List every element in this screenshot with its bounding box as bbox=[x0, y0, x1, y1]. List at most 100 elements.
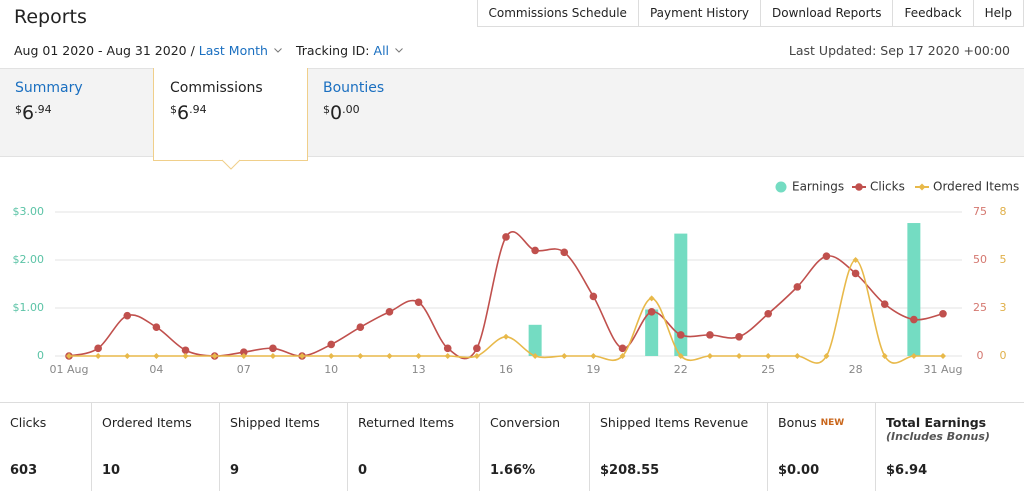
stat: Shipped Items Revenue $208.55 bbox=[590, 403, 768, 491]
chevron bbox=[395, 48, 403, 53]
point bbox=[474, 353, 480, 359]
point bbox=[357, 353, 363, 359]
filter-row: Aug 01 2020 - Aug 31 2020 / Last Month T… bbox=[14, 43, 417, 58]
point bbox=[677, 331, 685, 339]
nav-button[interactable]: Help bbox=[973, 0, 1024, 27]
y-tick-label: 25 bbox=[973, 301, 987, 314]
point bbox=[940, 353, 946, 359]
legend-label: Ordered Items bbox=[933, 180, 1019, 194]
point bbox=[590, 353, 596, 359]
point bbox=[94, 345, 102, 353]
point bbox=[852, 270, 860, 278]
x-tick-label: 01 Aug bbox=[50, 363, 89, 376]
stat-label: Conversion bbox=[490, 415, 560, 430]
stat-value: 1.66% bbox=[490, 463, 535, 478]
nav-button[interactable]: Payment History bbox=[638, 0, 761, 27]
nav-button[interactable]: Commissions Schedule bbox=[477, 0, 639, 27]
amount-whole: 6 bbox=[177, 102, 189, 124]
tab-label: Summary bbox=[15, 80, 83, 96]
point bbox=[416, 353, 422, 359]
point bbox=[328, 353, 334, 359]
x-tick-label: 25 bbox=[761, 363, 775, 376]
y-tick-label: 3 bbox=[1000, 301, 1007, 314]
point bbox=[910, 316, 918, 324]
currency: $ bbox=[15, 103, 22, 116]
tab-amount: $6.94 bbox=[170, 102, 263, 124]
point bbox=[386, 353, 392, 359]
point bbox=[153, 353, 159, 359]
stat: Total Earnings(Includes Bonus)$6.94 bbox=[876, 403, 1024, 491]
point bbox=[269, 345, 277, 353]
point bbox=[357, 323, 365, 331]
bar bbox=[529, 325, 542, 356]
y-tick-label: 8 bbox=[1000, 205, 1007, 218]
point bbox=[124, 353, 130, 359]
chevron bbox=[274, 48, 282, 53]
stat-label: Shipped Items bbox=[230, 415, 320, 430]
stat-value: 10 bbox=[102, 463, 120, 478]
stat-label: Clicks bbox=[10, 415, 46, 430]
stat-value: $0.00 bbox=[778, 463, 819, 478]
point bbox=[649, 295, 655, 301]
tab[interactable]: Summary $6.94 bbox=[15, 80, 83, 124]
point bbox=[560, 249, 568, 257]
stat-label: Total Earnings bbox=[886, 415, 986, 430]
point bbox=[182, 346, 190, 354]
amount-fraction: .94 bbox=[34, 103, 52, 116]
tab[interactable]: Commissions $6.94 bbox=[170, 80, 263, 124]
point bbox=[735, 333, 743, 341]
point bbox=[502, 233, 510, 241]
tab-amount: $6.94 bbox=[15, 102, 83, 124]
amount-fraction: .00 bbox=[342, 103, 360, 116]
stat-label: Shipped Items Revenue bbox=[600, 415, 748, 430]
amount-fraction: .94 bbox=[189, 103, 207, 116]
tab-amount: $0.00 bbox=[323, 102, 384, 124]
point bbox=[707, 353, 713, 359]
period-select[interactable]: Last Month bbox=[199, 43, 268, 58]
stat-label: Bonus bbox=[778, 415, 817, 430]
x-tick-label: 13 bbox=[412, 363, 426, 376]
point bbox=[823, 252, 831, 260]
tracking-label: Tracking ID: bbox=[296, 43, 370, 58]
page-title: Reports bbox=[14, 6, 87, 28]
line bbox=[69, 260, 943, 363]
currency: $ bbox=[170, 103, 177, 116]
point bbox=[939, 310, 947, 318]
bar bbox=[907, 223, 920, 356]
stat-value: 0 bbox=[358, 463, 367, 478]
y-tick-label: 0 bbox=[1000, 349, 1007, 362]
point bbox=[736, 353, 742, 359]
point bbox=[270, 353, 276, 359]
legend-swatch bbox=[919, 184, 926, 191]
tab-label: Bounties bbox=[323, 80, 384, 96]
point bbox=[503, 334, 509, 340]
x-tick-label: 16 bbox=[499, 363, 513, 376]
x-tick-label: 22 bbox=[674, 363, 688, 376]
point bbox=[153, 323, 161, 331]
point bbox=[794, 283, 802, 291]
point bbox=[473, 345, 481, 353]
point bbox=[706, 331, 714, 339]
point bbox=[764, 310, 772, 318]
tab-label: Commissions bbox=[170, 80, 263, 96]
nav-button[interactable]: Feedback bbox=[892, 0, 973, 27]
point bbox=[561, 353, 567, 359]
stat-note: (Includes Bonus) bbox=[886, 430, 1014, 443]
tracking-select[interactable]: All bbox=[374, 43, 390, 58]
point bbox=[386, 308, 394, 316]
x-tick-label: 10 bbox=[324, 363, 338, 376]
y-tick-label: 5 bbox=[1000, 253, 1007, 266]
point bbox=[95, 353, 101, 359]
point bbox=[794, 353, 800, 359]
y-tick-label: $2.00 bbox=[13, 253, 45, 266]
tab[interactable]: Bounties $0.00 bbox=[323, 80, 384, 124]
legend-label: Earnings bbox=[792, 180, 844, 194]
nav-button[interactable]: Download Reports bbox=[760, 0, 894, 27]
stat-value: $208.55 bbox=[600, 463, 659, 478]
